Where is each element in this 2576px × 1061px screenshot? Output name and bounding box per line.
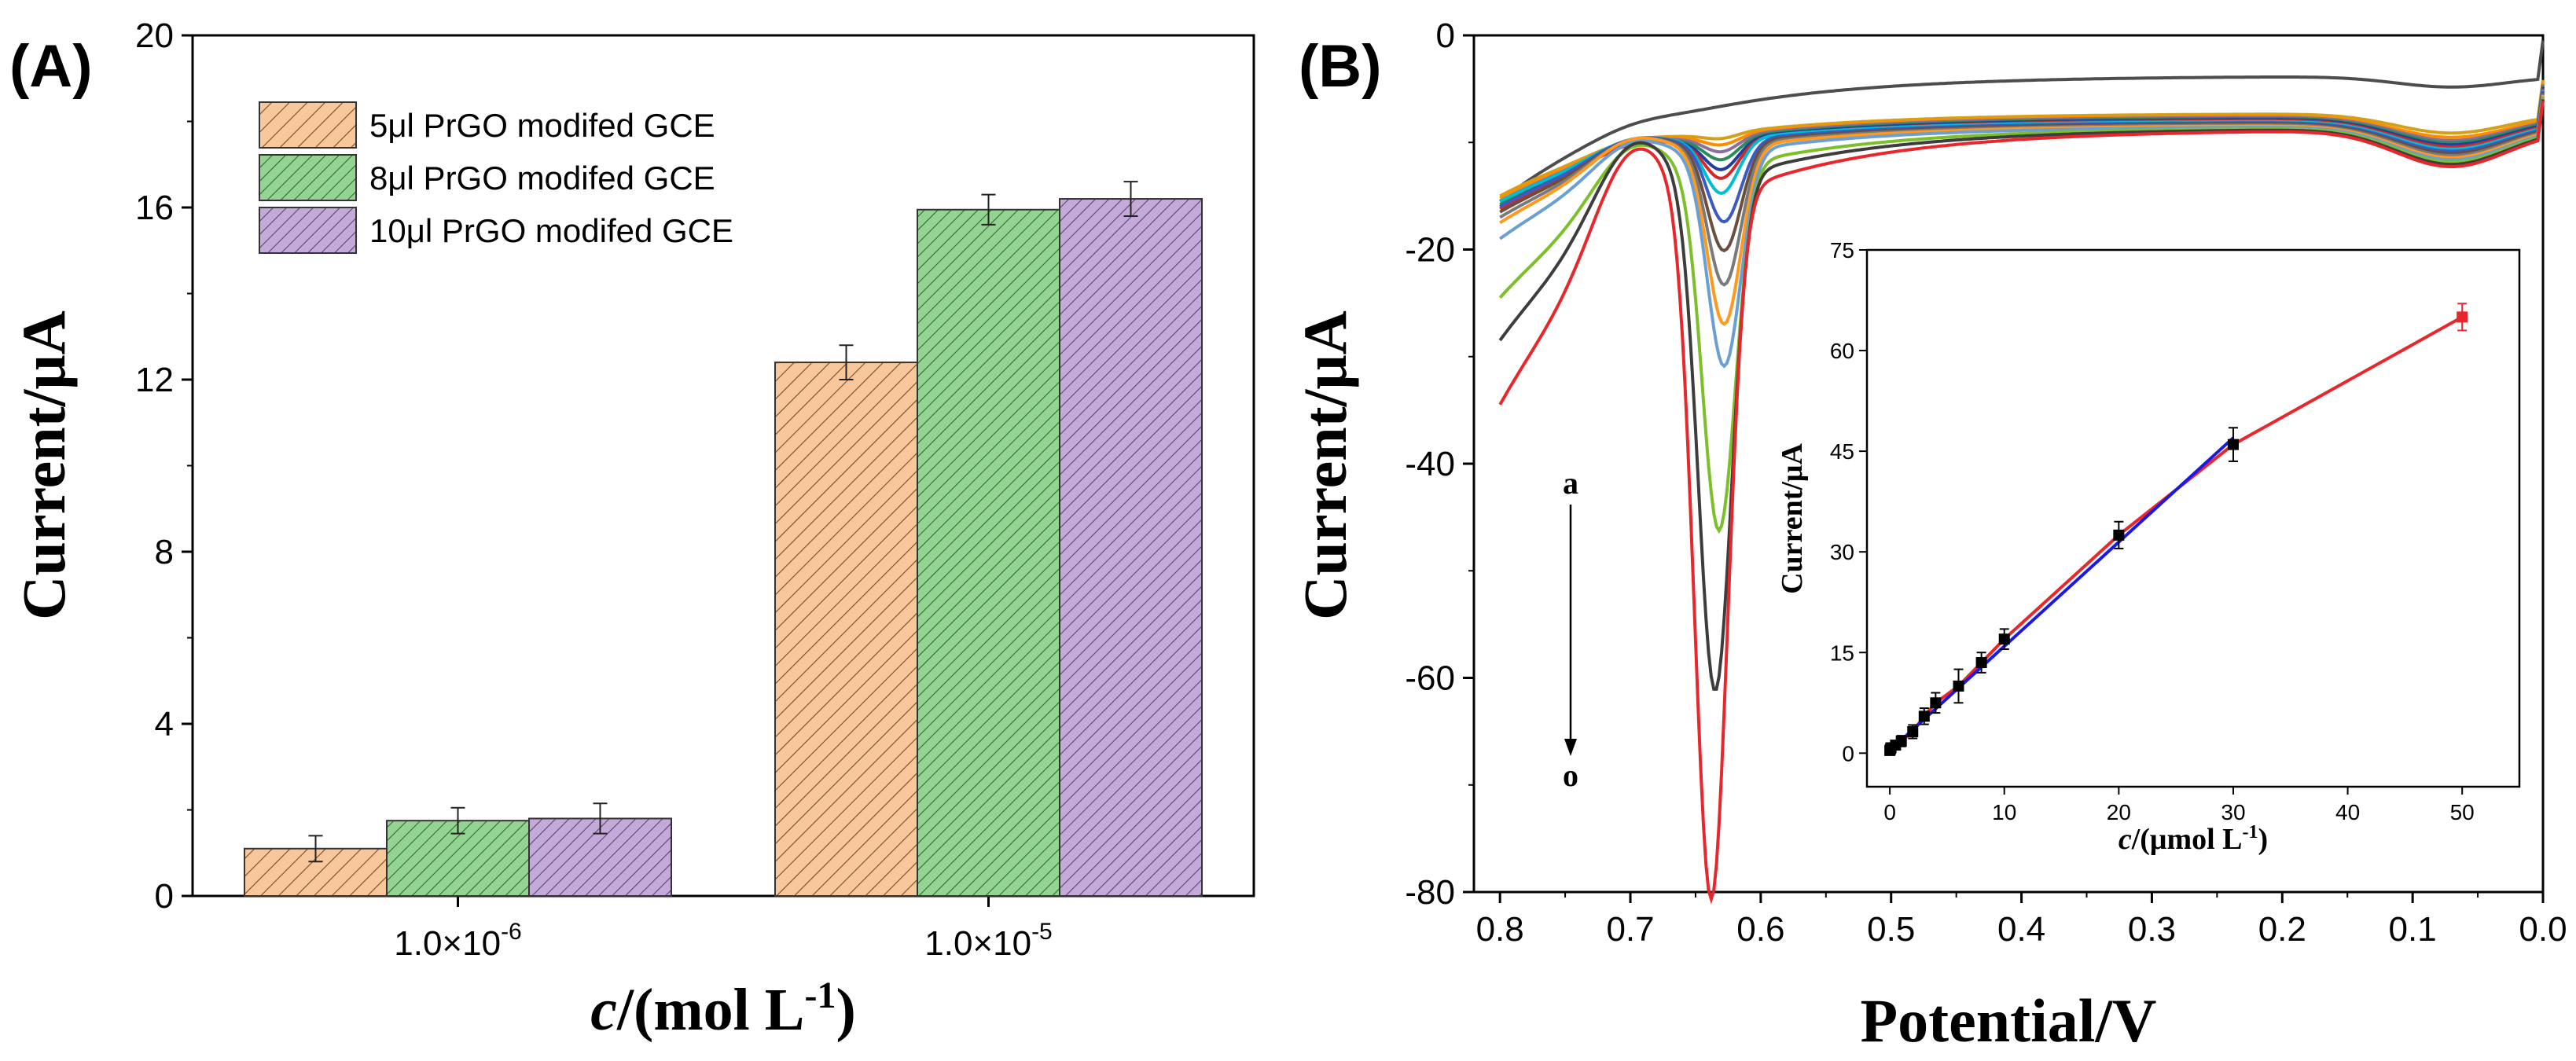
inset-data-point <box>1998 633 2010 645</box>
panel-b-y-label: Current/μA <box>1291 310 1359 620</box>
inset-frame <box>1865 248 2521 788</box>
x-tick-label: 0.6 <box>1736 910 1784 949</box>
panel-a-x-label-sup: -1 <box>804 975 836 1016</box>
x-tick-base: 1.0×10 <box>924 924 1031 963</box>
y-tick-label: 0 <box>1436 17 1455 55</box>
y-tick-label: -60 <box>1405 659 1455 698</box>
bar <box>774 362 918 898</box>
inset-y-tick-label: 45 <box>1830 439 1854 464</box>
inset-x-axis: 0 10 20 30 40 50 <box>1883 787 2475 824</box>
inset-data-point <box>2227 439 2239 450</box>
dpv-curve <box>1498 40 2545 203</box>
panel-a-x-label-rest: /(mol L <box>616 977 805 1043</box>
x-tick-label: 0.4 <box>1997 910 2045 949</box>
legend-swatch <box>259 154 357 201</box>
x-tick-label: 0.3 <box>2128 910 2176 949</box>
inset-data-point <box>1895 735 1907 747</box>
y-tick-label: 8 <box>155 533 174 571</box>
inset-x-tick-label: 30 <box>2221 800 2245 824</box>
inset-y-tick-label: 30 <box>1830 540 1854 564</box>
legend-label: 5μl PrGO modifed GCE <box>369 107 715 144</box>
panel-a-bars <box>244 181 1203 898</box>
inset-x-label-italic: c <box>2118 823 2132 856</box>
x-tick-label: 1.0×10-5 <box>924 919 1053 963</box>
inset-plot <box>1884 303 2468 756</box>
inset-y-tick-label: 0 <box>1842 741 1854 765</box>
panel-b-curves <box>1498 40 2545 905</box>
inset-y-tick-label: 75 <box>1830 238 1854 262</box>
panel-b: (B) 0-20-40-60-80 0.8 0.7 0.6 0.5 0.4 0.3 0.2 0… <box>1291 17 2567 1055</box>
inset-x-tick-label: 50 <box>2450 800 2475 824</box>
dpv-curve <box>1498 99 2545 691</box>
panel-a-legend: 5μl PrGO modifed GCE 8μl PrGO modifed GCE… <box>259 101 733 254</box>
panel-b-x-label: Potential/V <box>1861 986 2157 1055</box>
inset-blue-fit <box>1888 436 2235 752</box>
inset-data-point <box>2113 529 2125 541</box>
inset-y-tick-label: 60 <box>1830 339 1854 363</box>
x-tick-label: 0.0 <box>2519 910 2567 949</box>
panel-a-y-label: Current/μA <box>9 310 78 620</box>
annotation-arrow-head <box>1564 739 1577 756</box>
x-tick-label: 0.7 <box>1606 910 1654 949</box>
panel-b-arrow-annotation: a o <box>1563 465 1578 793</box>
panel-a-x-label-close: ) <box>836 977 855 1043</box>
y-tick-label: 0 <box>155 877 174 916</box>
inset-x-tick-label: 40 <box>2335 800 2360 824</box>
legend-label: 8μl PrGO modifed GCE <box>369 160 715 196</box>
x-tick-label: 0.8 <box>1476 910 1524 949</box>
inset-x-label-sup: -1 <box>2243 822 2258 843</box>
y-tick-label: -80 <box>1405 873 1455 912</box>
bar <box>1059 198 1203 898</box>
dpv-curve <box>1498 100 2545 905</box>
y-tick-label: -20 <box>1405 231 1455 270</box>
annotation-end-label: o <box>1563 758 1578 793</box>
inset-y-label: Current/μA <box>1776 443 1809 594</box>
y-tick-label: 20 <box>135 17 174 55</box>
x-tick-base: 1.0×10 <box>394 924 501 963</box>
inset-data-point <box>2457 311 2468 323</box>
inset-y-axis: 0 15 30 45 60 75 <box>1830 238 1867 765</box>
x-tick-label: 0.5 <box>1867 910 1915 949</box>
panel-a-x-axis: 1.0×10-6 1.0×10-5 <box>394 896 1053 963</box>
x-tick-label: 1.0×10-6 <box>394 919 522 963</box>
annotation-start-label: a <box>1563 465 1578 501</box>
inset-data-point <box>1907 725 1919 737</box>
x-tick-exponent: -5 <box>1031 919 1053 945</box>
inset-y-tick-label: 15 <box>1830 641 1854 665</box>
panel-a-label: (A) <box>9 33 93 100</box>
panel-b-label: (B) <box>1299 33 1382 100</box>
y-tick-label: -40 <box>1405 445 1455 483</box>
x-tick-label: 0.1 <box>2389 910 2437 949</box>
panel-a-y-axis: 0 4 8 12 16 20 <box>135 17 193 916</box>
bar <box>917 208 1060 897</box>
inset-x-label: c/(μmol L-1) <box>2118 822 2268 856</box>
legend-swatch <box>259 101 357 149</box>
inset-x-label-close: ) <box>2258 823 2269 856</box>
inset-x-tick-label: 20 <box>2107 800 2131 824</box>
panel-b-y-axis: 0 -20 -40 -60 -80 <box>1405 17 1474 912</box>
y-tick-label: 12 <box>135 361 174 399</box>
inset-data-point <box>1930 697 1942 709</box>
dpv-curve <box>1499 79 2545 198</box>
inset-x-label-rest: /(μmol L <box>2131 823 2243 856</box>
inset-data-point <box>1953 680 1964 692</box>
panel-b-inset: 0 15 30 45 60 75 0 10 20 30 40 50 Current/μA c/(μm… <box>1776 238 2521 856</box>
legend-label: 10μl PrGO modifed GCE <box>369 212 733 249</box>
x-tick-label: 0.2 <box>2258 910 2306 949</box>
inset-data-point <box>1918 710 1930 722</box>
dpv-curve <box>1499 96 2545 369</box>
panel-a-x-label-italic: c <box>590 977 617 1043</box>
x-tick-exponent: -6 <box>501 919 522 945</box>
panel-a-x-label: c/(mol L-1) <box>590 975 856 1043</box>
y-tick-label: 16 <box>135 189 174 227</box>
inset-x-tick-label: 0 <box>1883 800 1896 824</box>
inset-data-point <box>1975 657 1987 669</box>
y-tick-label: 4 <box>155 705 174 743</box>
panel-b-x-axis: 0.8 0.7 0.6 0.5 0.4 0.3 0.2 0.1 0.0 <box>1476 892 2567 949</box>
legend-swatch <box>259 207 357 254</box>
inset-x-tick-label: 10 <box>1992 800 2016 824</box>
